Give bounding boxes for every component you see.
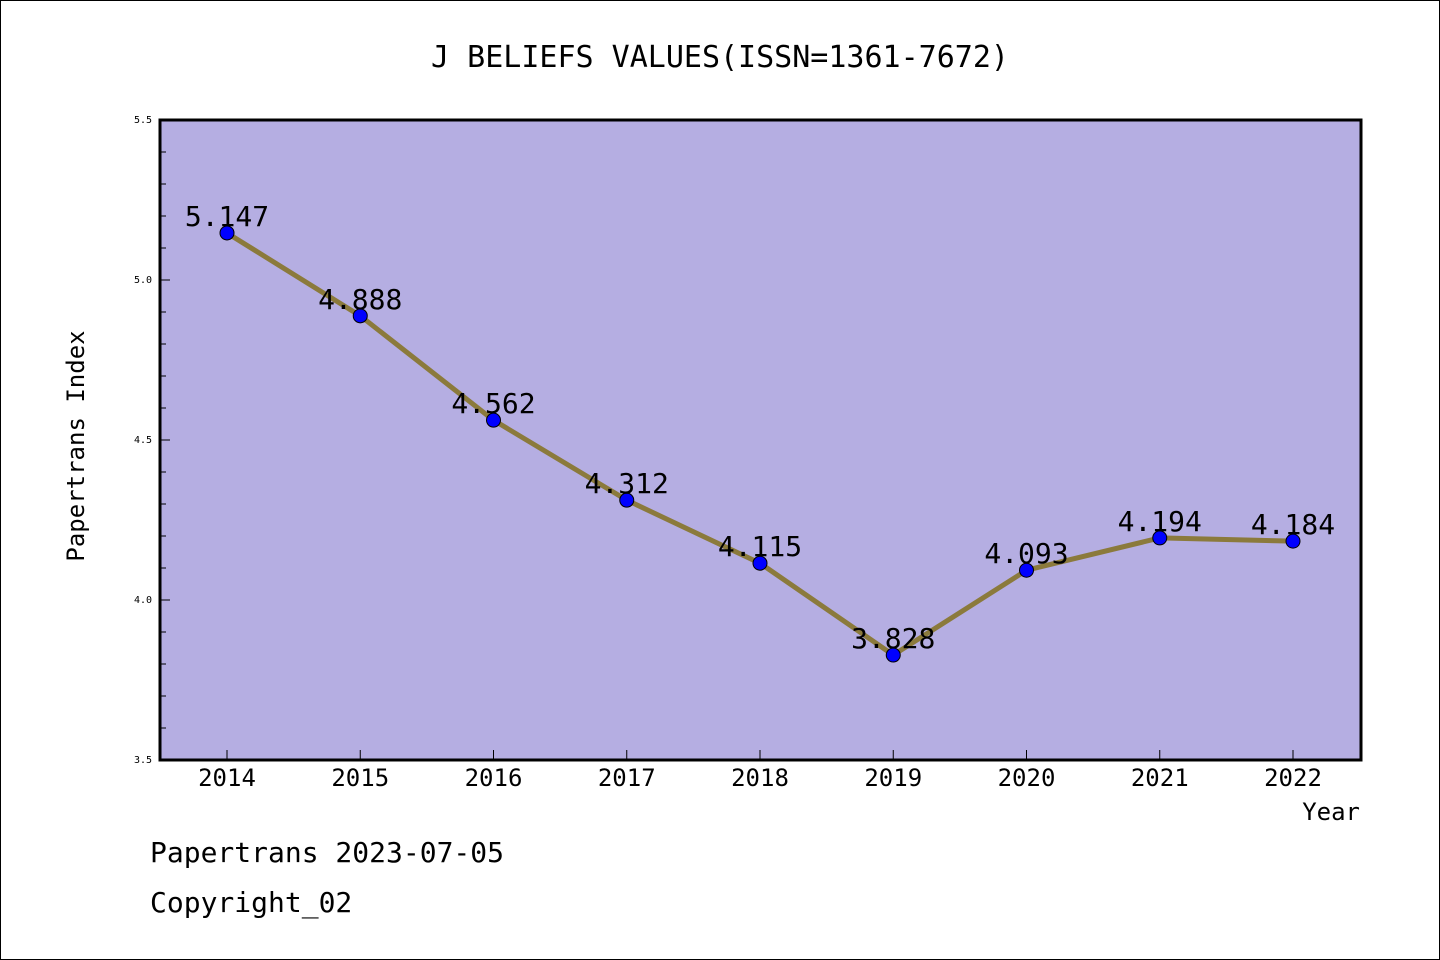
x-tick-label: 2021: [1131, 764, 1189, 792]
data-point-marker: [352, 308, 368, 324]
footer-date-text: Papertrans 2023-07-05: [150, 836, 505, 869]
data-point-marker: [885, 647, 901, 663]
x-axis-ticks: 2014 2015 2016 2017 2018 2019 2020 2021 2022: [198, 750, 1322, 792]
footer-copyright-text: Copyright_02: [150, 886, 353, 919]
x-tick-label: 2017: [598, 764, 656, 792]
chart-title: J BELIEFS VALUES(ISSN=1361-7672): [431, 40, 1009, 75]
data-point-marker: [486, 412, 501, 428]
data-value-label: 4.184: [1251, 508, 1335, 541]
y-tick-label: 4.5: [134, 435, 152, 446]
x-tick-label: 2022: [1264, 764, 1322, 792]
y-tick-label: 4.0: [134, 595, 152, 606]
data-labels: 5.147 4.888 4.562 4.312 4.115 3.828 4.093 4.194…: [185, 200, 1335, 655]
data-point-marker: [1152, 530, 1168, 546]
data-value-label: 4.562: [451, 387, 535, 420]
x-tick-label: 2015: [331, 764, 389, 792]
y-axis-ticks: 3.5 4.0 4.5 5.0 5.5: [134, 115, 170, 766]
data-value-label: 4.194: [1118, 505, 1202, 538]
x-tick-label: 2018: [731, 764, 789, 792]
data-value-label: 5.147: [185, 200, 269, 233]
data-point-marker: [1019, 562, 1034, 578]
x-tick-label: 2016: [465, 764, 523, 792]
x-tick-label: 2020: [998, 764, 1056, 792]
data-value-label: 4.312: [585, 467, 669, 500]
data-point-marker: [752, 555, 768, 571]
data-point-marker: [619, 492, 635, 508]
y-tick-label: 3.5: [134, 755, 152, 766]
data-value-label: 4.115: [718, 530, 802, 563]
data-value-label: 3.828: [851, 622, 935, 655]
y-tick-label: 5.5: [134, 115, 152, 126]
data-value-label: 4.093: [984, 537, 1068, 570]
data-markers: [219, 225, 1301, 663]
data-point-marker: [219, 225, 235, 241]
y-axis-label: Papertrans Index: [62, 330, 90, 561]
x-tick-label: 2019: [864, 764, 922, 792]
y-tick-label: 5.0: [134, 275, 152, 286]
data-value-label: 4.888: [318, 283, 402, 316]
x-tick-label: 2014: [198, 764, 256, 792]
data-point-marker: [1285, 533, 1301, 549]
plot-area: [158, 118, 1363, 762]
x-axis-label: Year: [1302, 798, 1360, 826]
